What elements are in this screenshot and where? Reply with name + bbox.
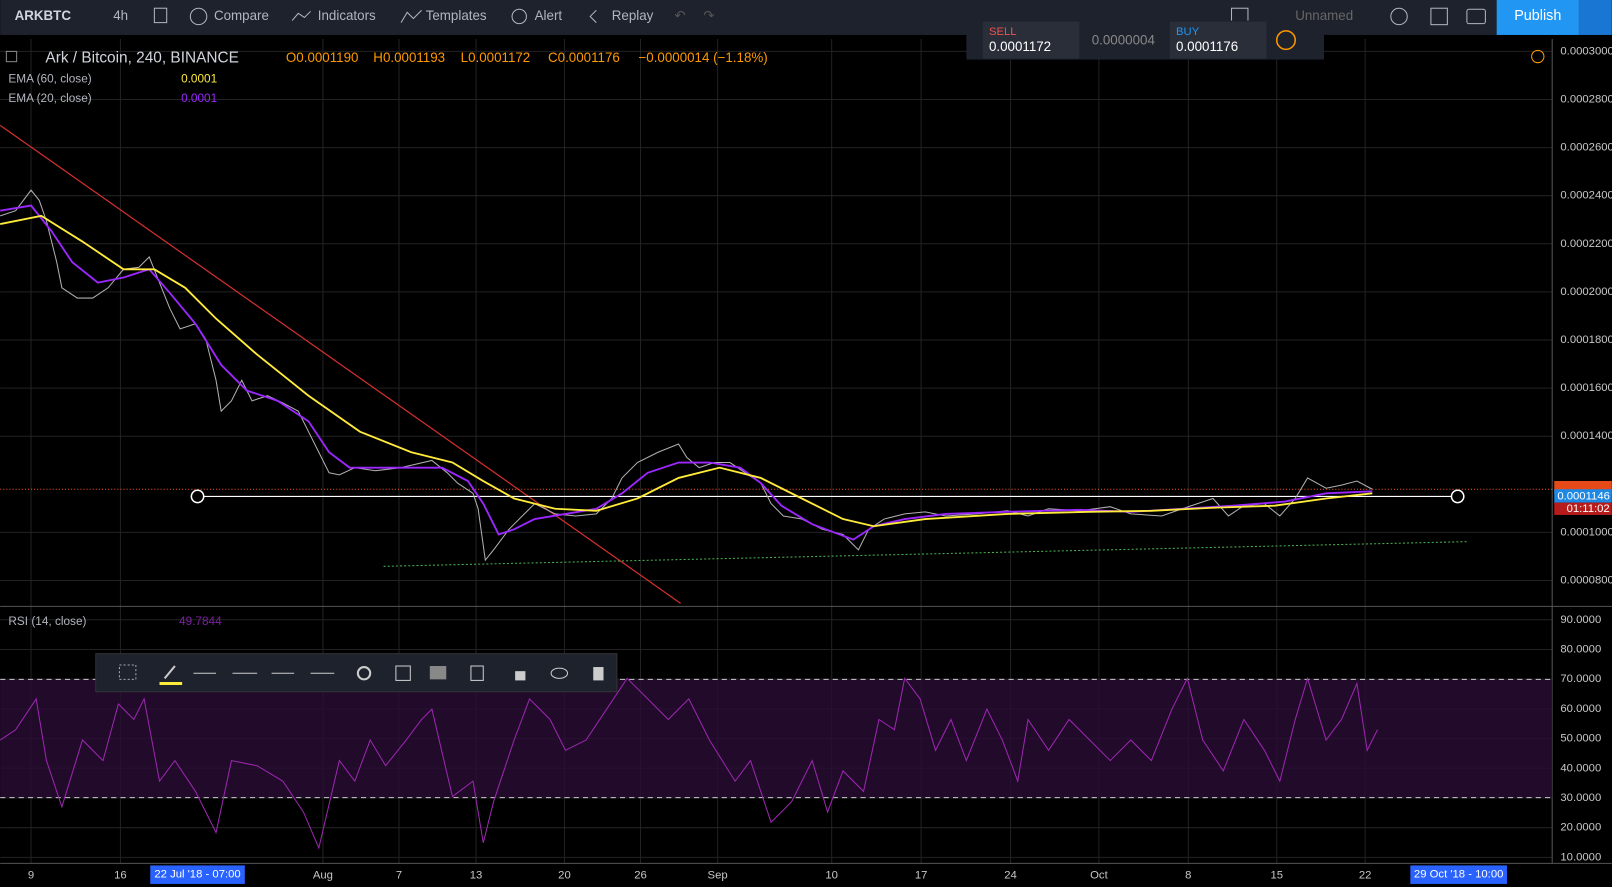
time-tick-label: 9 [28,870,34,882]
price-tick-label: 0.0002200 [1560,238,1612,250]
countdown: 01:11:02 [1567,503,1610,515]
replay[interactable]: Replay [612,8,654,23]
price-tick-label: 0.0003000 [1560,45,1612,57]
range-start: 22 Jul '18 - 07:00 [154,869,240,881]
price-tick-label: 0.0001600 [1560,382,1612,394]
time-tick-label: 8 [1185,870,1191,882]
undo[interactable]: ↶ [674,8,685,23]
play-button[interactable] [1579,0,1612,35]
rsi-tick-label: 30.0000 [1560,792,1601,804]
delete-tool[interactable] [593,667,603,680]
templates[interactable]: Templates [426,8,487,23]
current-price: 0.0001146 [1557,490,1610,502]
indicator-value: 0.0001 [181,71,217,85]
time-tick-label: 24 [1004,870,1017,882]
time-tick-label: 16 [114,870,127,882]
price-tick-label: 0.0002000 [1560,286,1612,298]
legend-low: L0.0001172 [461,50,531,65]
compare[interactable]: Compare [214,8,269,23]
rsi-tick-label: 80.0000 [1560,643,1601,655]
legend-title: Ark / Bitcoin, 240, BINANCE [45,50,239,67]
price-tick-label: 0.0000800 [1560,574,1612,586]
alert[interactable]: Alert [535,8,563,23]
buy-price: 0.0001176 [1176,39,1238,54]
time-tick-label: 22 [1359,870,1372,882]
buy-label: BUY [1176,26,1200,38]
warning-icon[interactable] [1532,50,1544,62]
indicator-value: 49.7844 [179,614,222,628]
spread: 0.0000004 [1092,33,1156,48]
time-tick-label: Oct [1090,870,1108,882]
price-tick-label: 0.0002600 [1560,142,1612,154]
time-tick-label: 26 [634,870,647,882]
indicator-name[interactable]: EMA (60, close) [8,71,91,85]
time-tick-label: Aug [313,870,333,882]
price-tick-label: 0.0001000 [1560,526,1612,538]
publish-label: Publish [1514,8,1561,24]
legend-high: H0.0001193 [373,50,445,65]
drawing-toolbar [96,654,617,692]
time-tick-label: 7 [396,870,402,882]
visibility-tool[interactable] [430,666,446,679]
support-line[interactable] [384,542,1467,567]
rsi-tick-label: 70.0000 [1560,673,1601,685]
time-tick-label: Sep [708,870,728,882]
indicator-value: 0.0001 [181,91,217,105]
rsi-tick-label: 10.0000 [1560,851,1601,863]
ema-60 [0,216,1372,526]
collapse-icon[interactable] [6,51,16,61]
time-tick-label: 17 [915,870,928,882]
legend-open: O0.0001190 [286,50,359,65]
price-tick-label: 0.0001400 [1560,430,1612,442]
sell-price: 0.0001172 [989,39,1051,54]
indicator-name[interactable]: EMA (20, close) [8,91,91,105]
anchor-handle[interactable] [191,490,203,502]
redo[interactable]: ↷ [703,8,714,23]
time-tick-label: 15 [1270,870,1283,882]
anchor-handle[interactable] [1451,490,1463,502]
lock-tool[interactable] [515,671,525,680]
trend-line[interactable] [0,125,680,603]
price-tick-label: 0.0002800 [1560,93,1612,105]
time-tick-label: 13 [470,870,483,882]
range-end: 29 Oct '18 - 10:00 [1414,869,1503,881]
rsi-tick-label: 60.0000 [1560,703,1601,715]
rsi-tick-label: 90.0000 [1560,614,1601,626]
price-series [0,190,1372,560]
rsi-tick-label: 50.0000 [1560,733,1601,745]
indicator-name[interactable]: RSI (14, close) [8,614,86,628]
sell-label: SELL [989,26,1017,38]
price-tick-label: 0.0002400 [1560,190,1612,202]
legend-change: −0.0000014 (−1.18%) [638,50,767,65]
legend-close: C0.0001176 [548,50,620,65]
time-tick-label: 10 [825,870,838,882]
interval[interactable]: 4h [113,8,128,23]
symbol[interactable]: ARKBTC [15,8,72,23]
rsi-band [0,679,1552,797]
rsi-tick-label: 20.0000 [1560,822,1601,834]
rsi-tick-label: 40.0000 [1560,762,1601,774]
time-tick-label: 20 [558,870,571,882]
price-tick-label: 0.0001800 [1560,334,1612,346]
indicators[interactable]: Indicators [318,8,376,23]
